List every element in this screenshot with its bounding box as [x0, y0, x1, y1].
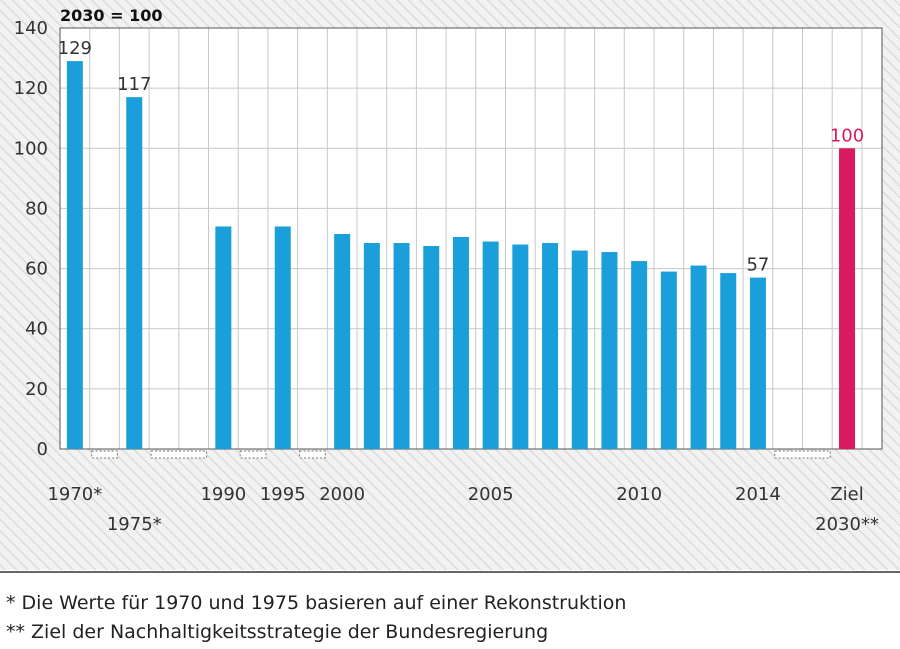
bar-2011 [660, 271, 677, 449]
y-tick-label: 100 [14, 138, 48, 159]
bar-2001 [363, 243, 380, 449]
data-label: 117 [117, 74, 151, 95]
axis-break-marker [91, 450, 118, 459]
chart-area: 0 20 40 60 80 100 120 140 129 117 57 100 1970* 1975* 1… [0, 0, 900, 573]
bar-2007 [542, 243, 559, 449]
bar-2012 [690, 265, 707, 449]
axis-break-marker [150, 450, 208, 459]
bar-2003 [423, 246, 440, 449]
bar-2010 [631, 261, 648, 449]
axis-break-marker [299, 450, 326, 459]
x-tick-label: 1995 [260, 484, 306, 505]
bar-2005 [482, 241, 499, 449]
x-tick-label: 2014 [735, 484, 781, 505]
axis-break-marker [774, 450, 831, 459]
bar-2000 [334, 233, 351, 449]
y-tick-label: 60 [25, 259, 48, 280]
plot-border [59, 27, 883, 450]
bar-chart: 0 20 40 60 80 100 120 140 129 117 57 100 1970*1975* 1… [0, 0, 900, 573]
bar-2002 [393, 243, 410, 449]
y-tick-label: 0 [37, 439, 48, 460]
bar-1975 [126, 97, 143, 450]
data-label: 100 [830, 125, 864, 146]
data-label: 129 [58, 38, 92, 59]
index-label: 2030 = 100 [60, 6, 162, 25]
y-tick-label: 120 [14, 78, 48, 99]
bar-2009 [601, 252, 618, 449]
data-label: 57 [746, 255, 769, 276]
bar-ziel-2030 [839, 148, 856, 450]
footnote-2: ** Ziel der Nachhaltigkeitsstrategie der… [6, 621, 549, 643]
x-tick-label: 2005 [468, 484, 514, 505]
x-tick-label: Ziel [830, 484, 863, 505]
bar-1995 [274, 226, 291, 449]
bar-1970 [66, 61, 83, 449]
bar-2013 [720, 273, 737, 449]
bar-2014 [749, 277, 766, 449]
x-tick-label: 2010 [616, 484, 662, 505]
y-tick-label: 140 [14, 18, 48, 39]
x-tick-label: 1970* [47, 484, 102, 505]
x-tick-label: 1975* [107, 514, 162, 535]
plot-area [60, 28, 882, 449]
x-tick-label: 2000 [319, 484, 365, 505]
axis-break-marker [239, 450, 267, 459]
y-tick-label: 40 [25, 319, 48, 340]
x-tick-label: 2030** [815, 514, 879, 535]
bar-2008 [571, 250, 588, 449]
footnote-1: * Die Werte für 1970 und 1975 basieren a… [6, 592, 627, 614]
bar-2006 [512, 244, 529, 449]
bar-2004 [452, 236, 469, 449]
y-tick-label: 80 [25, 198, 48, 219]
y-tick-label: 20 [25, 379, 48, 400]
x-tick-label: 1990 [200, 484, 246, 505]
bar-1990 [215, 226, 232, 449]
